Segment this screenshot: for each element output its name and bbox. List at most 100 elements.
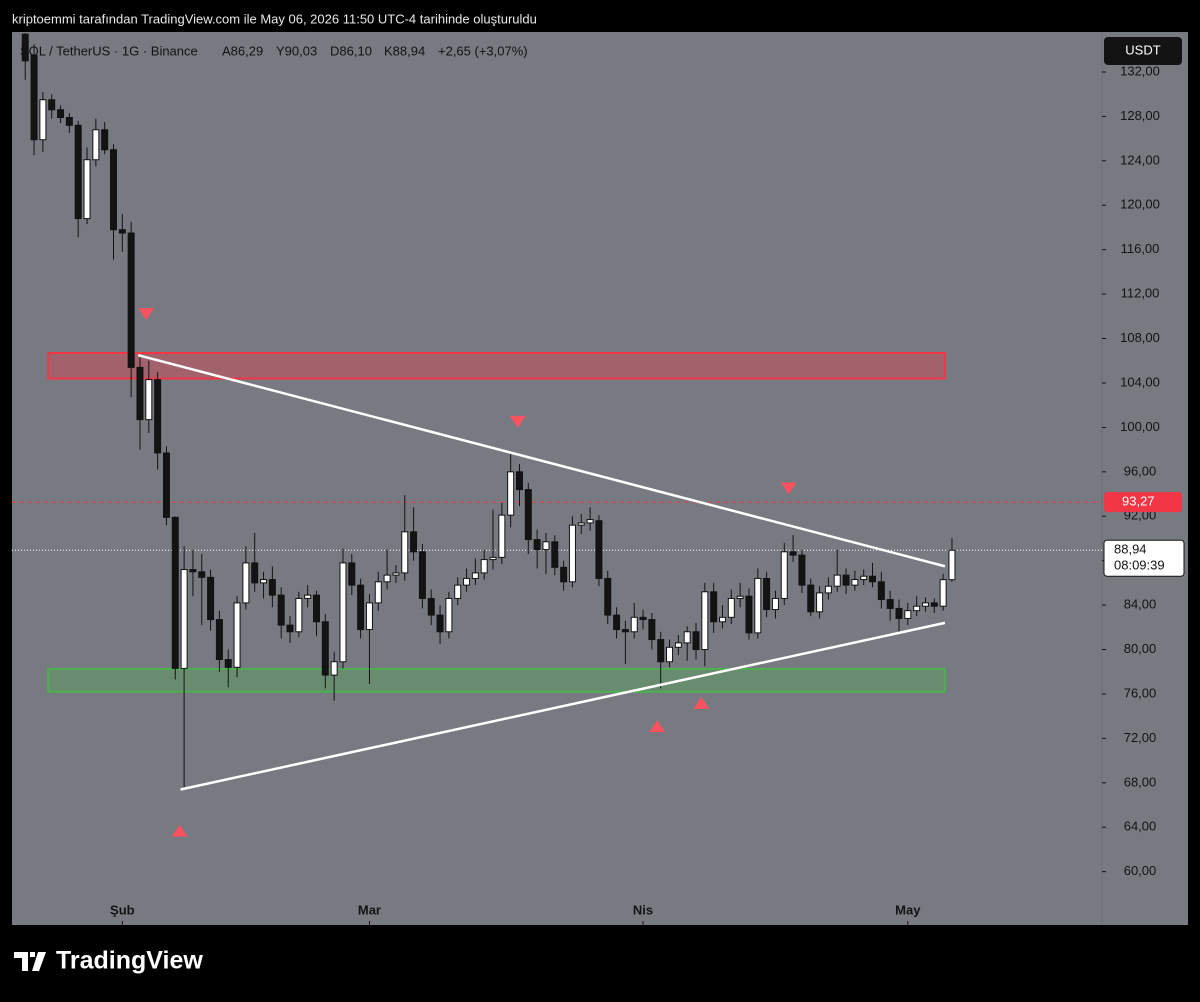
zone <box>47 667 946 693</box>
candle-body <box>701 591 709 651</box>
ohlc-label: K88,94 <box>384 43 425 58</box>
marker <box>780 482 797 495</box>
candle-body <box>30 54 38 141</box>
candle-body <box>92 129 100 161</box>
candle-body <box>471 572 479 579</box>
candle-body <box>560 566 568 583</box>
candle-body <box>754 577 762 634</box>
y-tick-label: 132,00 <box>1120 63 1160 78</box>
candle-body <box>568 524 576 583</box>
candle-body <box>727 597 735 618</box>
x-tick-label: May <box>895 902 921 917</box>
tv-logo: TradingView <box>14 947 203 975</box>
candle-body <box>630 616 638 633</box>
currency-badge[interactable] <box>1104 37 1182 65</box>
candle-body <box>577 522 585 526</box>
candle-body <box>930 602 938 607</box>
candle-body <box>921 602 929 607</box>
countdown: 08:09:39 <box>1114 558 1165 573</box>
candle-body <box>657 639 665 663</box>
candle-body <box>162 452 170 518</box>
candle-body <box>507 471 515 516</box>
y-tick-label: 108,00 <box>1120 330 1160 345</box>
candle-body <box>418 551 426 599</box>
candle-body <box>295 597 303 633</box>
candle-body <box>154 379 162 454</box>
ohlc-label: D86,10 <box>330 43 372 58</box>
candle-body <box>312 594 320 623</box>
candle-body <box>913 605 921 612</box>
candle-body <box>454 584 462 599</box>
candle-body <box>710 591 718 623</box>
plot <box>12 33 1102 837</box>
candle-body <box>648 619 656 641</box>
candle-body <box>736 595 744 599</box>
candle-body <box>339 562 347 663</box>
y-tick-label: 120,00 <box>1120 197 1160 212</box>
candle-body <box>48 99 56 111</box>
candle-body <box>524 489 532 541</box>
candle-body <box>39 99 47 141</box>
zone <box>47 351 946 380</box>
candle-body <box>515 471 523 491</box>
candle-body <box>83 159 91 220</box>
candle-body <box>780 551 788 599</box>
candle-body <box>639 616 647 621</box>
candle-body <box>109 149 117 231</box>
ohlc-label: Y90,03 <box>276 43 317 58</box>
candle-body <box>771 597 779 611</box>
alert-label: 93,27 <box>1122 494 1155 509</box>
candle-body <box>304 594 312 599</box>
candle-body <box>145 379 153 421</box>
candle-body <box>886 599 894 609</box>
candle-body <box>877 581 885 601</box>
y-tick-label: 76,00 <box>1124 685 1157 700</box>
candle-body <box>718 616 726 623</box>
candle-body <box>65 117 73 126</box>
candle-body <box>180 569 188 669</box>
candle-body <box>763 577 771 611</box>
y-tick-label: 116,00 <box>1121 241 1160 256</box>
candle-body <box>374 581 382 604</box>
candle-body <box>118 229 126 234</box>
symbol: SOL / TetherUS · 1G · Binance <box>20 43 198 58</box>
candle-body <box>674 642 682 648</box>
ohlc-label: A86,29 <box>222 43 263 58</box>
candle-body <box>410 531 418 553</box>
candle-body <box>666 646 674 663</box>
candle-body <box>401 531 409 574</box>
candle-body <box>824 585 832 594</box>
candle-body <box>463 577 471 586</box>
header: kriptoemmi tarafından TradingView.com il… <box>12 11 537 26</box>
currency[interactable]: USDT <box>1125 42 1160 57</box>
candle-body <box>224 659 232 668</box>
candle-body <box>392 572 400 576</box>
candle-body <box>745 595 753 634</box>
candle-body <box>860 575 868 581</box>
candle-body <box>683 631 691 644</box>
candle-body <box>613 614 621 631</box>
candle-body <box>260 579 268 584</box>
candle-body <box>215 619 223 661</box>
candle-body <box>851 579 859 586</box>
candle-body <box>286 624 294 633</box>
candle-body <box>207 576 215 621</box>
candle-body <box>480 559 488 574</box>
x-tick-label: Nis <box>633 902 653 917</box>
candle-body <box>489 556 497 561</box>
candle-body <box>436 614 444 633</box>
candle-body <box>816 592 824 613</box>
candle-body <box>621 629 629 633</box>
y-tick-label: 80,00 <box>1124 641 1157 656</box>
candle-body <box>807 584 815 613</box>
candle-body <box>357 584 365 631</box>
y-tick-label: 128,00 <box>1120 108 1160 123</box>
marker <box>693 696 710 709</box>
candle-body <box>57 109 65 119</box>
marker <box>509 415 526 428</box>
change-label: +2,65 (+3,07%) <box>438 43 528 58</box>
candle-body <box>136 366 144 421</box>
candle-body <box>242 562 250 604</box>
